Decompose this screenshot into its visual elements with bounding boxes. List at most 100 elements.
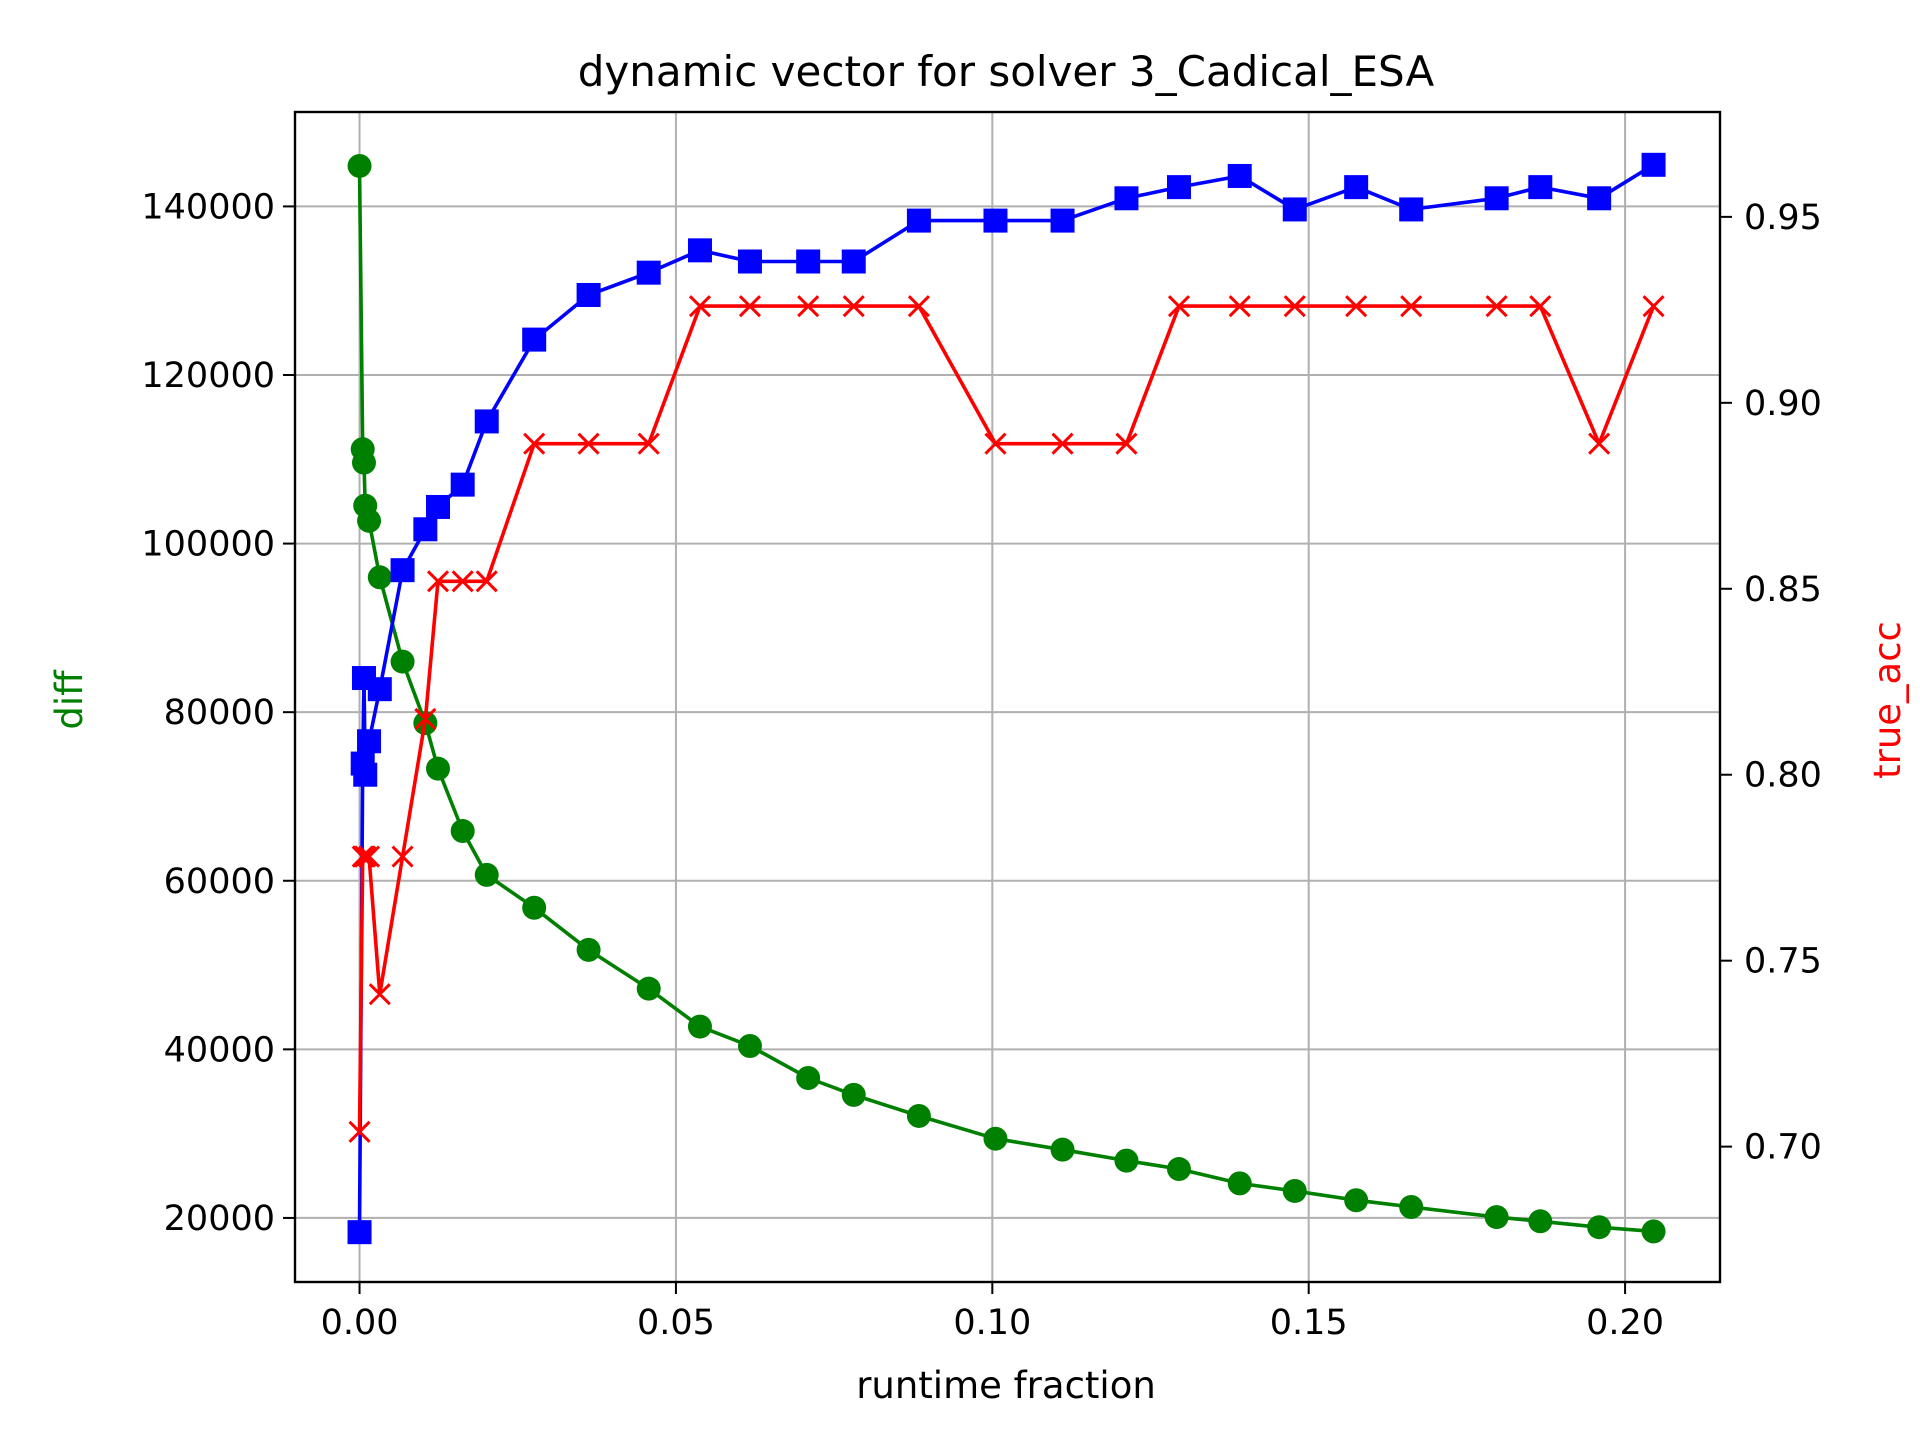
data-point: [357, 508, 382, 533]
data-point: [414, 707, 437, 731]
y-left-tick-label: 120000: [141, 356, 275, 396]
data-point: [1485, 295, 1508, 318]
data-point: [1282, 197, 1307, 222]
data-point: [1228, 295, 1251, 318]
data-point: [1167, 295, 1191, 318]
grid: [295, 112, 1720, 1282]
y-left-tick-label: 100000: [141, 525, 275, 565]
data-point: [1399, 1194, 1424, 1219]
y-right-tick-label: 0.80: [1744, 756, 1822, 796]
data-point: [688, 295, 712, 318]
data-point: [451, 570, 474, 593]
data-point: [1282, 1178, 1307, 1203]
data-point: [841, 249, 866, 274]
data-point: [354, 845, 377, 868]
data-point: [426, 756, 451, 781]
data-point: [842, 295, 865, 318]
data-point: [984, 432, 1007, 455]
series-2: [348, 295, 1665, 1143]
data-point: [351, 450, 376, 475]
series-line: [357, 304, 1656, 1132]
x-tick-label: 0.15: [1270, 1303, 1348, 1343]
data-point: [1642, 295, 1665, 318]
y-right-tick-label: 0.70: [1744, 1128, 1822, 1168]
y-right-tick-label: 0.95: [1744, 198, 1822, 238]
y-left-tick-label: 60000: [164, 862, 275, 902]
data-point: [576, 937, 601, 962]
chart-title: dynamic vector for solver 3_Cadical_ESA: [578, 47, 1435, 96]
data-point: [353, 762, 378, 787]
data-point: [348, 1120, 371, 1143]
data-point: [357, 845, 381, 868]
data-point: [1587, 186, 1612, 211]
data-point: [390, 649, 415, 674]
y-right-tick-label: 0.75: [1744, 942, 1822, 982]
data-point: [1227, 163, 1252, 188]
data-point: [474, 862, 499, 887]
data-point: [906, 208, 931, 233]
x-tick-label: 0.10: [953, 1303, 1031, 1343]
data-point: [738, 295, 762, 318]
data-point: [1345, 295, 1368, 318]
data-point: [906, 1103, 931, 1128]
plot-frame: [293, 110, 1722, 1284]
data-point: [522, 327, 547, 352]
data-point: [1227, 1171, 1252, 1196]
data-point: [577, 432, 600, 455]
y-left-tick-label: 80000: [164, 693, 275, 733]
y-right-tick-label: 0.90: [1744, 384, 1822, 424]
data-point: [1283, 295, 1306, 318]
data-point: [1344, 175, 1369, 200]
data-point: [523, 432, 546, 455]
data-point: [367, 677, 392, 702]
data-point: [636, 976, 661, 1001]
data-point: [413, 517, 438, 542]
data-point: [475, 570, 498, 593]
axes: [283, 110, 1732, 1294]
series: [347, 152, 1666, 1245]
series-0: [347, 153, 1666, 1244]
data-point: [796, 249, 821, 274]
data-point: [347, 153, 372, 178]
data-point: [1399, 197, 1424, 222]
data-point: [367, 565, 392, 590]
data-point: [907, 295, 930, 318]
data-point: [983, 1126, 1008, 1151]
y-axis-label-left: diff: [48, 669, 91, 730]
data-point: [1166, 175, 1191, 200]
data-point: [1166, 1157, 1191, 1182]
data-point: [1529, 295, 1552, 318]
data-point: [637, 432, 660, 455]
series-line: [357, 163, 1655, 1233]
data-point: [796, 1066, 821, 1091]
data-point: [1588, 432, 1611, 455]
data-point: [1114, 186, 1139, 211]
data-point: [347, 1220, 372, 1245]
data-point: [1484, 1205, 1509, 1230]
data-point: [522, 895, 547, 920]
data-point: [1114, 1148, 1139, 1173]
data-point: [474, 409, 499, 434]
data-point: [391, 845, 414, 868]
x-axis-label: runtime fraction: [856, 1364, 1156, 1407]
data-point: [636, 260, 661, 285]
y-left-tick-label: 140000: [141, 187, 275, 227]
y-axis-label-right: true_acc: [1866, 621, 1909, 779]
data-point: [450, 472, 475, 497]
data-point: [983, 208, 1008, 233]
data-point: [1528, 1209, 1553, 1234]
data-point: [1051, 432, 1074, 455]
data-point: [1050, 1137, 1075, 1162]
y-right-tick-label: 0.85: [1744, 570, 1822, 610]
data-point: [1050, 208, 1075, 233]
data-point: [576, 282, 601, 307]
data-point: [1400, 295, 1423, 318]
data-point: [450, 819, 475, 844]
labels: dynamic vector for solver 3_Cadical_ESA …: [48, 47, 1909, 1407]
series-1: [347, 152, 1666, 1245]
data-point: [1641, 1219, 1666, 1244]
data-point: [687, 1014, 712, 1039]
data-point: [368, 983, 391, 1006]
x-tick-label: 0.05: [637, 1303, 715, 1343]
